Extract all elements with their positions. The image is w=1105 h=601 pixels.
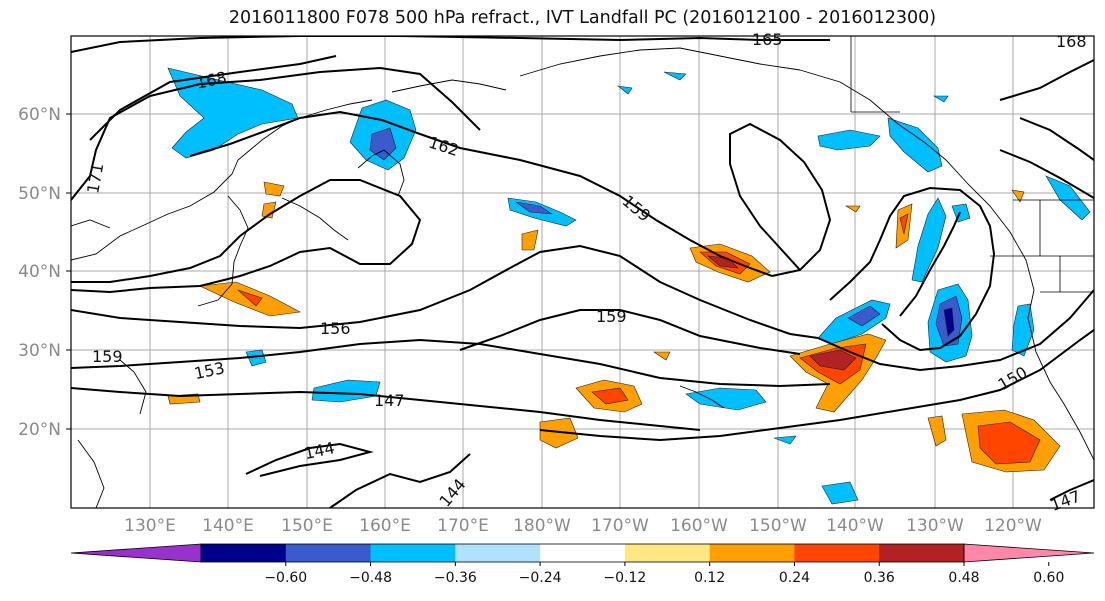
colorbar-segment [794, 544, 880, 562]
lon-label: 130°W [906, 516, 964, 536]
negative-region [847, 305, 881, 327]
negative-region [167, 67, 299, 159]
negative-region [245, 349, 267, 367]
colorbar-segment [624, 544, 711, 562]
negative-region [911, 197, 947, 283]
positive-region [263, 181, 285, 197]
map-area: 165 168 168 171 162 159 159 159 156 153 … [66, 30, 1095, 515]
colorbar-tick-label: −0.36 [434, 570, 477, 586]
negative-region [951, 203, 971, 223]
map-frame [70, 35, 1095, 509]
colorbar-segment [540, 544, 626, 562]
colorbar-extend-low [70, 543, 202, 563]
positive-region [844, 205, 861, 213]
latitude-labels: 60°N 50°N 40°N 30°N 20°N [18, 105, 61, 440]
lon-label: 180°W [513, 516, 571, 536]
colorbar: −0.60 −0.48 −0.36 −0.24 −0.12 0.12 0.24 0.36 0.4… [70, 543, 1095, 586]
colorbar-tick-label: −0.12 [603, 570, 646, 586]
negative-region [943, 307, 955, 337]
colorbar-segment [370, 544, 456, 562]
tick-marks [66, 113, 71, 430]
negative-region [773, 435, 797, 445]
contour-label: 168 [1056, 32, 1087, 51]
negative-region [515, 201, 553, 215]
lon-label: 160°W [670, 516, 728, 536]
positive-region [809, 349, 857, 371]
colorbar-extend-high [963, 543, 1095, 563]
contour-label: 159 [596, 307, 627, 326]
positive-region [261, 201, 277, 219]
lon-label: 140°E [202, 516, 254, 536]
colorbar-tick-label: −0.48 [349, 570, 392, 586]
negative-region [887, 117, 943, 173]
positive-region [237, 289, 263, 307]
colorbar-segment [285, 544, 372, 562]
negative-region [817, 129, 881, 151]
positive-region [539, 417, 579, 449]
positive-region [591, 387, 629, 405]
colorbar-segment [709, 544, 795, 562]
contour-label: 159 [92, 347, 123, 366]
contour-label: 156 [320, 319, 351, 338]
lon-label: 120°W [984, 516, 1042, 536]
negative-region [663, 71, 687, 81]
coastlines [71, 47, 1094, 508]
colorbar-tick-label: 0.24 [779, 570, 810, 586]
positive-region [521, 229, 539, 251]
colorbar-tick-label: 0.36 [864, 570, 895, 586]
negative-region [1045, 175, 1091, 221]
positive-region [927, 415, 947, 447]
borders [850, 36, 1094, 293]
colorbar-tick-label: −0.24 [519, 570, 562, 586]
colorbar-tick-label: 0.12 [694, 570, 725, 586]
lat-label: 60°N [18, 105, 61, 125]
lon-label: 130°E [124, 516, 176, 536]
positive-region [899, 213, 909, 235]
colorbar-segment [455, 544, 541, 562]
negative-region [369, 127, 397, 161]
lat-label: 20°N [18, 420, 61, 440]
contour-label: 147 [374, 391, 405, 410]
lon-label: 150°E [281, 516, 333, 536]
lat-label: 30°N [18, 341, 61, 361]
negative-region [821, 481, 859, 505]
colorbar-tick-label: 0.48 [948, 570, 979, 586]
negative-region [685, 387, 767, 411]
lon-label: 140°W [826, 516, 884, 536]
colorbar-segment [201, 544, 287, 562]
negative-region [616, 85, 633, 95]
lat-label: 40°N [18, 262, 61, 282]
positive-region [977, 421, 1041, 465]
colorbar-outline [200, 543, 965, 563]
lat-label: 50°N [18, 184, 61, 204]
positive-region [1011, 189, 1025, 203]
negative-region [932, 95, 949, 103]
longitude-labels: 130°E 140°E 150°E 160°E 170°E 180°W 170°… [124, 516, 1042, 536]
colorbar-segment [879, 544, 965, 562]
shaded-regions [167, 67, 1091, 505]
lon-label: 170°W [591, 516, 649, 536]
positive-region [653, 351, 671, 361]
lon-label: 170°E [437, 516, 489, 536]
colorbar-tick-label: 0.60 [1033, 570, 1064, 586]
lon-label: 160°E [359, 516, 411, 536]
lon-label: 150°W [749, 516, 807, 536]
contours [71, 36, 1094, 508]
map-title: 2016011800 F078 500 hPa refract., IVT La… [228, 8, 937, 28]
contour-label: 165 [752, 30, 783, 49]
colorbar-tick-label: −0.60 [264, 570, 307, 586]
